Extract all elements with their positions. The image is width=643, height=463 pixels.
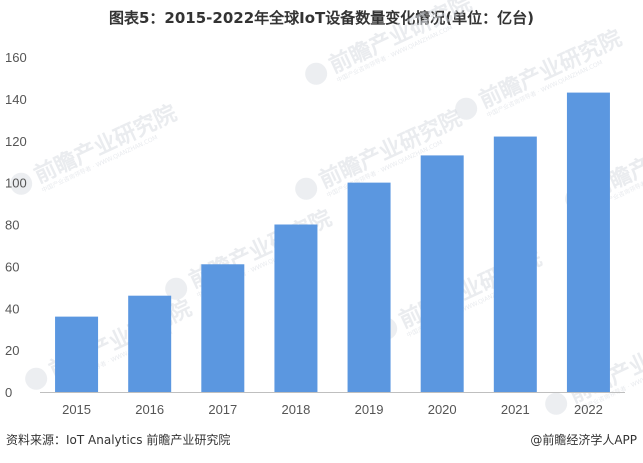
- bar-2020: [420, 155, 464, 392]
- x-tick-label: 2018: [281, 402, 310, 417]
- source-note: 资料来源：IoT Analytics 前瞻产业研究院: [6, 433, 231, 447]
- brand-label: @前瞻经济学人APP: [530, 433, 637, 447]
- x-tick-label: 2016: [135, 402, 164, 417]
- chart-title: 图表5：2015-2022年全球IoT设备数量变化情况(单位：亿台): [109, 9, 534, 27]
- y-tick-label: 40: [5, 301, 19, 316]
- y-tick-label: 0: [5, 385, 12, 400]
- x-tick-label: 2017: [208, 402, 237, 417]
- bar-2021: [493, 136, 537, 392]
- y-tick-label: 140: [5, 92, 27, 107]
- x-tick-label: 2015: [62, 402, 91, 417]
- y-tick-label: 80: [5, 218, 19, 233]
- y-tick-label: 60: [5, 259, 19, 274]
- x-tick-label: 2019: [355, 402, 384, 417]
- y-tick-label: 100: [5, 176, 27, 191]
- svg-text:前瞻产业研究院: 前瞻产业研究院: [30, 100, 181, 189]
- x-axis-ticks: 2015 2016 2017 2018 2019 2020 2021 2022: [62, 402, 603, 417]
- y-tick-label: 160: [5, 50, 27, 65]
- bar-2015: [55, 316, 99, 392]
- bar-2016: [128, 295, 172, 392]
- y-axis-ticks: 0 20 40 60 80 100 120 140 160: [5, 50, 27, 400]
- bar-2017: [201, 264, 245, 392]
- y-tick-label: 20: [5, 343, 19, 358]
- bar-2022: [566, 92, 610, 392]
- x-tick-label: 2021: [501, 402, 530, 417]
- x-tick-label: 2022: [574, 402, 603, 417]
- bar-series: [55, 92, 610, 392]
- bar-2018: [274, 224, 318, 392]
- bar-2019: [347, 182, 391, 392]
- svg-text:前瞻产业研究院: 前瞻产业研究院: [325, 0, 476, 79]
- y-tick-label: 120: [5, 134, 27, 149]
- x-tick-label: 2020: [428, 402, 457, 417]
